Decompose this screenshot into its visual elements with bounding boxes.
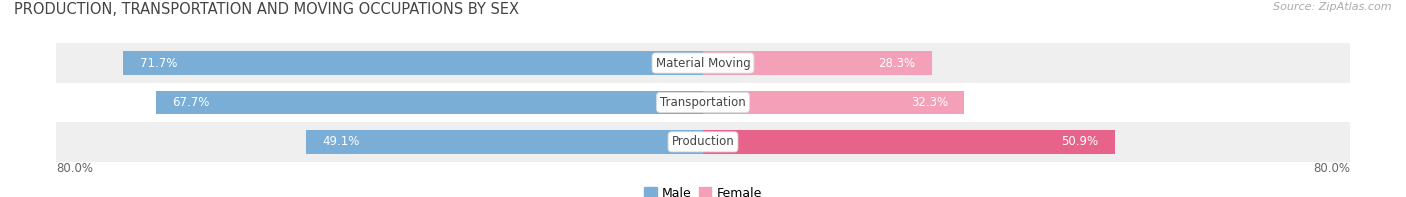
Bar bbox=[56, 43, 1350, 83]
Bar bbox=[703, 51, 932, 75]
Text: 80.0%: 80.0% bbox=[56, 162, 93, 175]
Text: 32.3%: 32.3% bbox=[911, 96, 948, 109]
Text: 50.9%: 50.9% bbox=[1062, 135, 1098, 148]
Text: 80.0%: 80.0% bbox=[1313, 162, 1350, 175]
Text: 49.1%: 49.1% bbox=[322, 135, 360, 148]
Legend: Male, Female: Male, Female bbox=[640, 182, 766, 197]
Bar bbox=[56, 83, 1350, 122]
Text: 28.3%: 28.3% bbox=[879, 57, 915, 70]
Bar bbox=[156, 91, 703, 114]
Bar bbox=[703, 91, 965, 114]
Text: 67.7%: 67.7% bbox=[172, 96, 209, 109]
Bar bbox=[703, 130, 1115, 154]
Text: Transportation: Transportation bbox=[661, 96, 745, 109]
Text: Production: Production bbox=[672, 135, 734, 148]
Text: Material Moving: Material Moving bbox=[655, 57, 751, 70]
Text: Source: ZipAtlas.com: Source: ZipAtlas.com bbox=[1274, 2, 1392, 12]
Bar bbox=[56, 122, 1350, 162]
Bar bbox=[124, 51, 703, 75]
Text: 71.7%: 71.7% bbox=[139, 57, 177, 70]
Bar bbox=[307, 130, 703, 154]
Text: PRODUCTION, TRANSPORTATION AND MOVING OCCUPATIONS BY SEX: PRODUCTION, TRANSPORTATION AND MOVING OC… bbox=[14, 2, 519, 17]
